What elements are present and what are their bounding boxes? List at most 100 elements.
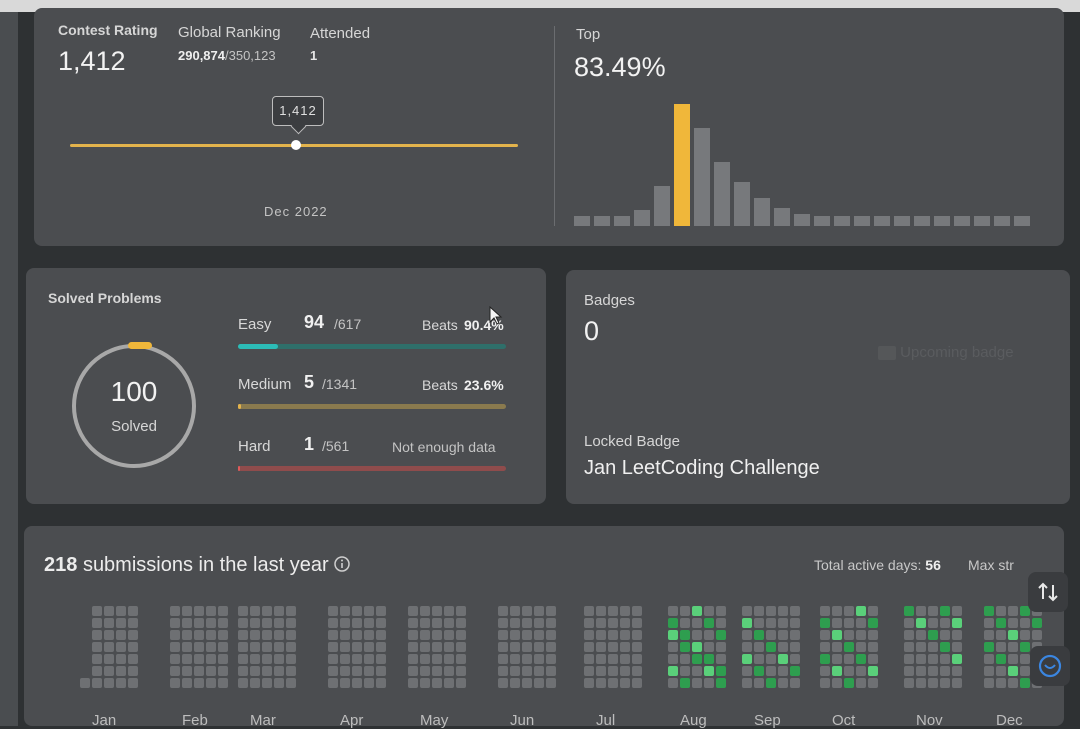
heatmap-cell-active[interactable]	[692, 606, 702, 616]
heatmap-cell[interactable]	[170, 618, 180, 628]
heatmap-cell[interactable]	[340, 618, 350, 628]
heatmap-cell[interactable]	[250, 654, 260, 664]
heatmap-cell[interactable]	[238, 606, 248, 616]
heatmap-cell[interactable]	[420, 630, 430, 640]
heatmap-cell[interactable]	[790, 642, 800, 652]
heatmap-cell[interactable]	[206, 642, 216, 652]
heatmap-cell[interactable]	[1020, 618, 1030, 628]
heatmap-cell-active[interactable]	[680, 630, 690, 640]
heatmap-cell[interactable]	[376, 630, 386, 640]
heatmap-cell-active[interactable]	[754, 666, 764, 676]
heatmap-cell-active[interactable]	[868, 618, 878, 628]
heatmap-cell[interactable]	[116, 666, 126, 676]
heatmap-cell[interactable]	[92, 606, 102, 616]
heatmap-cell[interactable]	[194, 654, 204, 664]
heatmap-cell-active[interactable]	[1032, 618, 1042, 628]
heatmap-cell-active[interactable]	[742, 654, 752, 664]
heatmap-cell[interactable]	[984, 666, 994, 676]
heatmap-cell[interactable]	[778, 678, 788, 688]
heatmap-cell[interactable]	[928, 642, 938, 652]
heatmap-cell[interactable]	[632, 666, 642, 676]
heatmap-cell[interactable]	[432, 630, 442, 640]
heatmap-cell[interactable]	[420, 666, 430, 676]
heatmap-cell[interactable]	[1020, 666, 1030, 676]
heatmap-cell[interactable]	[274, 666, 284, 676]
heatmap-cell[interactable]	[328, 606, 338, 616]
heatmap-cell[interactable]	[432, 606, 442, 616]
heatmap-cell[interactable]	[940, 678, 950, 688]
heatmap-cell[interactable]	[364, 642, 374, 652]
heatmap-cell[interactable]	[522, 630, 532, 640]
heatmap-cell[interactable]	[92, 654, 102, 664]
heatmap-cell-active[interactable]	[868, 666, 878, 676]
heatmap-cell[interactable]	[92, 618, 102, 628]
heatmap-cell[interactable]	[754, 678, 764, 688]
heatmap-cell[interactable]	[856, 618, 866, 628]
heatmap-cell[interactable]	[352, 618, 362, 628]
heatmap-cell[interactable]	[510, 642, 520, 652]
heatmap-cell[interactable]	[742, 666, 752, 676]
heatmap-cell[interactable]	[194, 642, 204, 652]
heatmap-cell[interactable]	[584, 618, 594, 628]
heatmap-cell[interactable]	[456, 642, 466, 652]
heatmap-cell[interactable]	[856, 678, 866, 688]
heatmap-cell[interactable]	[218, 630, 228, 640]
heatmap-cell-active[interactable]	[844, 678, 854, 688]
heatmap-cell[interactable]	[620, 630, 630, 640]
heatmap-cell[interactable]	[868, 630, 878, 640]
heatmap-cell[interactable]	[182, 642, 192, 652]
heatmap-cell[interactable]	[408, 630, 418, 640]
heatmap-cell[interactable]	[844, 606, 854, 616]
heatmap-cell[interactable]	[1008, 606, 1018, 616]
heatmap-cell[interactable]	[596, 642, 606, 652]
heatmap-cell-active[interactable]	[996, 618, 1006, 628]
heatmap-cell[interactable]	[262, 642, 272, 652]
heatmap-cell[interactable]	[250, 678, 260, 688]
heatmap-cell[interactable]	[546, 654, 556, 664]
heatmap-cell[interactable]	[286, 678, 296, 688]
heatmap-cell[interactable]	[904, 630, 914, 640]
heatmap-cell[interactable]	[206, 666, 216, 676]
heatmap-cell[interactable]	[128, 642, 138, 652]
heatmap-cell[interactable]	[328, 642, 338, 652]
heatmap-cell[interactable]	[1008, 642, 1018, 652]
heatmap-cell-active[interactable]	[668, 666, 678, 676]
heatmap-cell[interactable]	[704, 606, 714, 616]
heatmap-cell[interactable]	[408, 606, 418, 616]
heatmap-cell[interactable]	[522, 654, 532, 664]
heatmap-cell[interactable]	[904, 654, 914, 664]
heatmap-cell[interactable]	[262, 618, 272, 628]
heatmap-cell[interactable]	[238, 666, 248, 676]
heatmap-cell[interactable]	[262, 606, 272, 616]
heatmap-cell[interactable]	[534, 630, 544, 640]
heatmap-cell[interactable]	[340, 630, 350, 640]
heatmap-cell[interactable]	[534, 642, 544, 652]
heatmap-cell[interactable]	[170, 678, 180, 688]
heatmap-cell[interactable]	[754, 618, 764, 628]
heatmap-cell[interactable]	[352, 642, 362, 652]
heatmap-cell[interactable]	[510, 618, 520, 628]
heatmap-cell-active[interactable]	[952, 618, 962, 628]
heatmap-cell-active[interactable]	[856, 606, 866, 616]
heatmap-cell[interactable]	[286, 630, 296, 640]
heatmap-cell-active[interactable]	[716, 630, 726, 640]
heatmap-cell[interactable]	[328, 654, 338, 664]
heatmap-cell[interactable]	[510, 606, 520, 616]
heatmap-cell[interactable]	[376, 678, 386, 688]
heatmap-cell[interactable]	[218, 666, 228, 676]
heatmap-cell[interactable]	[1020, 630, 1030, 640]
heatmap-cell-active[interactable]	[904, 606, 914, 616]
heatmap-cell[interactable]	[250, 666, 260, 676]
heatmap-cell[interactable]	[868, 642, 878, 652]
heatmap-cell-active[interactable]	[996, 654, 1006, 664]
heatmap-cell[interactable]	[498, 642, 508, 652]
heatmap-cell[interactable]	[608, 618, 618, 628]
heatmap-cell[interactable]	[206, 678, 216, 688]
heatmap-cell[interactable]	[182, 678, 192, 688]
heatmap-cell[interactable]	[340, 606, 350, 616]
heatmap-cell-active[interactable]	[1020, 642, 1030, 652]
heatmap-cell[interactable]	[844, 630, 854, 640]
heatmap-cell[interactable]	[1008, 618, 1018, 628]
heatmap-cell[interactable]	[692, 666, 702, 676]
heatmap-cell[interactable]	[620, 606, 630, 616]
